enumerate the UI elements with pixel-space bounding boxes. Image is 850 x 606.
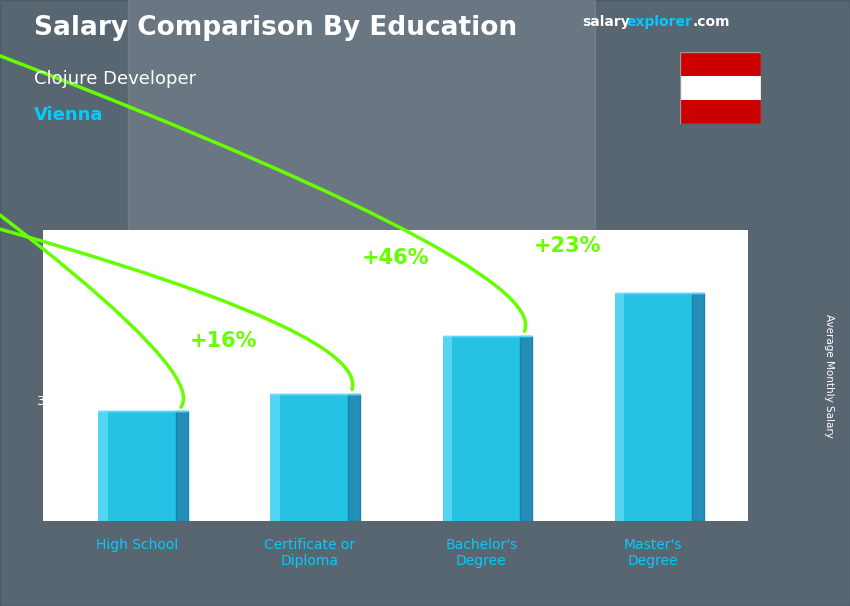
Text: explorer: explorer xyxy=(626,15,692,29)
Bar xyxy=(615,293,624,521)
Bar xyxy=(99,411,176,521)
Text: salary: salary xyxy=(582,15,630,29)
Bar xyxy=(99,411,108,521)
Text: +23%: +23% xyxy=(534,236,601,256)
Bar xyxy=(128,0,595,424)
Bar xyxy=(615,293,692,521)
Text: Salary Comparison By Education: Salary Comparison By Education xyxy=(34,15,517,41)
Text: Vienna: Vienna xyxy=(34,106,104,124)
Text: Clojure Developer: Clojure Developer xyxy=(34,70,196,88)
Text: Average Monthly Salary: Average Monthly Salary xyxy=(824,314,834,438)
Polygon shape xyxy=(692,293,704,521)
Text: 6,060 EUR: 6,060 EUR xyxy=(375,319,444,332)
Bar xyxy=(680,52,761,76)
Text: 4,150 EUR: 4,150 EUR xyxy=(209,378,279,390)
Polygon shape xyxy=(176,411,188,521)
Bar xyxy=(443,336,452,521)
Bar xyxy=(680,76,761,100)
Bar xyxy=(270,394,280,521)
Bar xyxy=(680,100,761,124)
Bar xyxy=(270,394,348,521)
Text: +16%: +16% xyxy=(190,331,257,351)
Text: .com: .com xyxy=(693,15,730,29)
Polygon shape xyxy=(348,394,360,521)
Text: 7,460 EUR: 7,460 EUR xyxy=(639,276,709,289)
Text: +46%: +46% xyxy=(361,248,429,268)
Polygon shape xyxy=(520,336,532,521)
Bar xyxy=(443,336,520,521)
Text: 3,590 EUR: 3,590 EUR xyxy=(37,395,106,408)
